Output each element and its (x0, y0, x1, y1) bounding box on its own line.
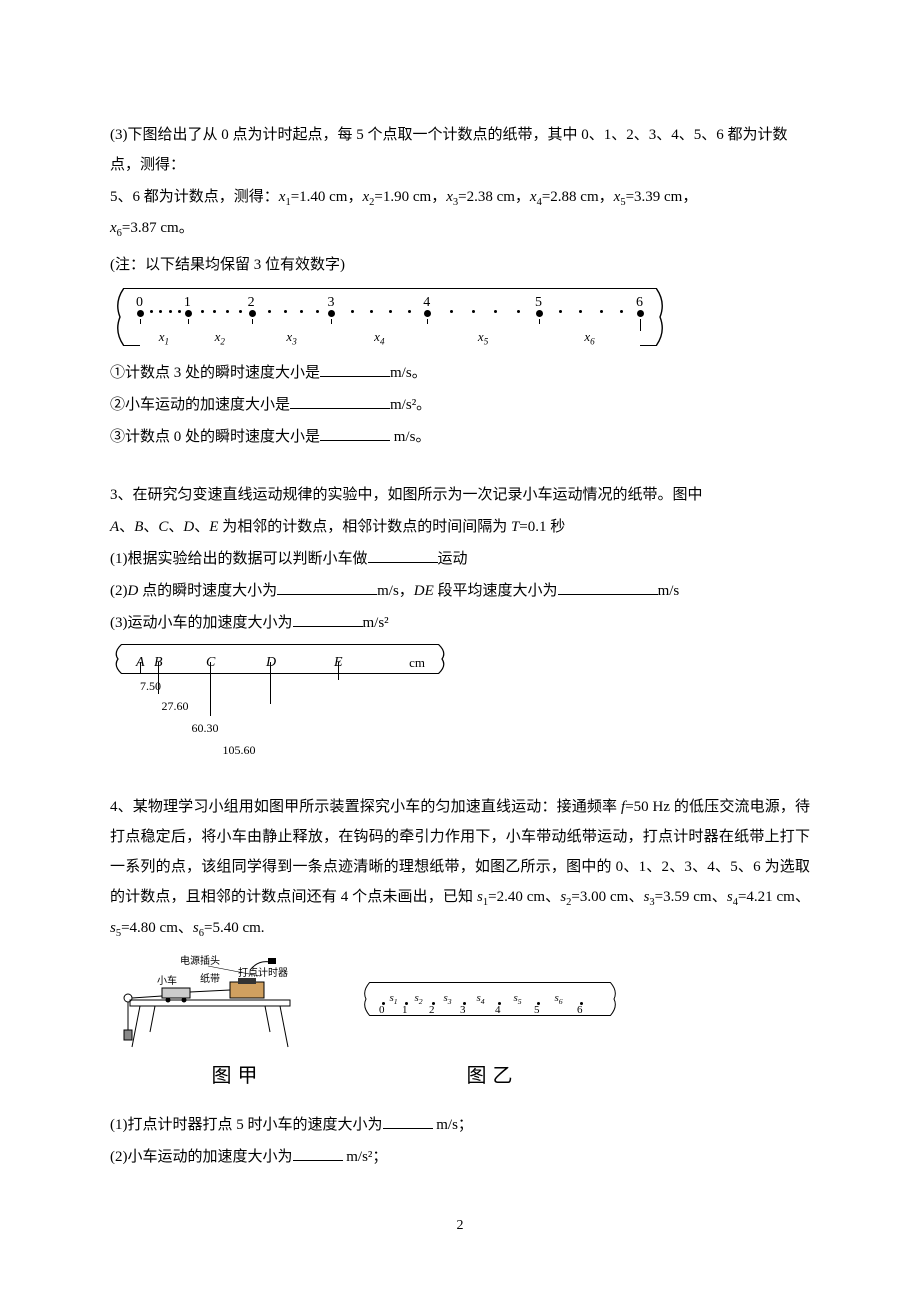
q2-sub3-unit: m/s。 (390, 429, 430, 445)
q3-p1: (1)根据实验给出的数据可以判断小车做 运动 (110, 544, 810, 574)
tape2-unit: cm (409, 650, 425, 676)
blank[interactable] (293, 1145, 343, 1162)
q4-p1a: (1)打点计时器打点 5 时小车的速度大小为 (110, 1117, 383, 1133)
svg-text:打点计时器: 打点计时器 (238, 966, 288, 979)
q2-part3-line2: 5、6 都为计数点，测得：x1=1.40 cm，x2=1.90 cm，x3=2.… (110, 182, 810, 244)
apparatus-diagram: 电源插头 纸带 小车 打点计时器 (110, 952, 300, 1052)
q2-sub3: ③计数点 0 处的瞬时速度大小是 m/s。 (110, 422, 810, 452)
tape1-body: 0123456 x1x2x3x4x5x6 (124, 288, 656, 346)
svg-text:小车: 小车 (157, 974, 177, 987)
q3-p1b: 运动 (438, 551, 468, 567)
q3-p3a: (3)运动小车的加速度大小为 (110, 615, 293, 631)
q3-intro2: A、B、C、D、E 为相邻的计数点，相邻计数点的时间间隔为 T=0.1 秒 (110, 512, 810, 542)
q2-sub1-unit: m/s。 (390, 365, 427, 381)
svg-text:电源插头: 电源插头 (180, 954, 220, 967)
tape-diagram-3: 01s12s23s34s45s56s6 (360, 982, 620, 1016)
q2-note: (注：以下结果均保留 3 位有效数字) (110, 250, 810, 280)
q3-p1a: (1)根据实验给出的数据可以判断小车做 (110, 551, 368, 567)
q4-p2a: (2)小车运动的加速度大小为 (110, 1149, 293, 1165)
q2-sub2-unit: m/s²。 (390, 397, 431, 413)
blank[interactable] (320, 361, 390, 378)
tape2-strip (122, 644, 438, 674)
q3-p2a: (2)D 点的瞬时速度大小为 (110, 583, 277, 599)
blank[interactable] (277, 579, 377, 596)
q2-measurements: 5、6 都为计数点，测得：x1=1.40 cm，x2=1.90 cm，x3=2.… (110, 189, 697, 236)
q2-sub2-text: ②小车运动的加速度大小是 (110, 397, 290, 413)
q3-p3b: m/s² (363, 615, 389, 631)
q3-p2: (2)D 点的瞬时速度大小为 m/s，DE 段平均速度大小为 m/s (110, 576, 810, 606)
q3-intro: 3、在研究匀变速直线运动规律的实验中，如图所示为一次记录小车运动情况的纸带。图中 (110, 480, 810, 510)
q2-part3-intro: (3)下图给出了从 0 点为计时起点，每 5 个点取一个计数点的纸带，其中 0、… (110, 127, 788, 173)
q4-p1b: m/s； (433, 1117, 473, 1133)
q2-sub1: ①计数点 3 处的瞬时速度大小是 m/s。 (110, 358, 810, 388)
tape-diagram-1: 0123456 x1x2x3x4x5x6 (110, 288, 670, 346)
q3-p2b: m/s，DE 段平均速度大小为 (377, 583, 557, 599)
svg-text:纸带: 纸带 (200, 972, 220, 985)
q2-part3-line1: (3)下图给出了从 0 点为计时起点，每 5 个点取一个计数点的纸带，其中 0、… (110, 120, 810, 180)
figure-4-row: 电源插头 纸带 小车 打点计时器 01s12s23s34s45s56s6 (110, 952, 810, 1052)
q4-p2: (2)小车运动的加速度大小为 m/s²； (110, 1142, 810, 1172)
q2-sub1-text: ①计数点 3 处的瞬时速度大小是 (110, 365, 320, 381)
blank[interactable] (368, 547, 438, 564)
caption-yi: 图乙 (365, 1056, 620, 1096)
blank[interactable] (293, 611, 363, 628)
caption-jia: 图甲 (110, 1056, 365, 1096)
blank[interactable] (320, 425, 390, 442)
blank[interactable] (383, 1113, 433, 1130)
q4-p1: (1)打点计时器打点 5 时小车的速度大小为 m/s； (110, 1110, 810, 1140)
q2-sub3-text: ③计数点 0 处的瞬时速度大小是 (110, 429, 320, 445)
q4-intro: 4、某物理学习小组用如图甲所示装置探究小车的匀加速直线运动：接通频率 f=50 … (110, 792, 810, 944)
q3-p3: (3)运动小车的加速度大小为 m/s² (110, 608, 810, 638)
tape-diagram-2: ABCDE cm 7.5027.6060.30105.60 (110, 644, 450, 764)
figure-captions: 图甲 图乙 (110, 1056, 620, 1096)
q3-p2c: m/s (658, 583, 680, 599)
q4-p2b: m/s²； (343, 1149, 388, 1165)
q2-sub2: ②小车运动的加速度大小是 m/s²。 (110, 390, 810, 420)
q3-Tval: =0.1 秒 (519, 519, 565, 535)
blank[interactable] (290, 393, 390, 410)
page-number: 2 (110, 1212, 810, 1240)
blank[interactable] (558, 579, 658, 596)
